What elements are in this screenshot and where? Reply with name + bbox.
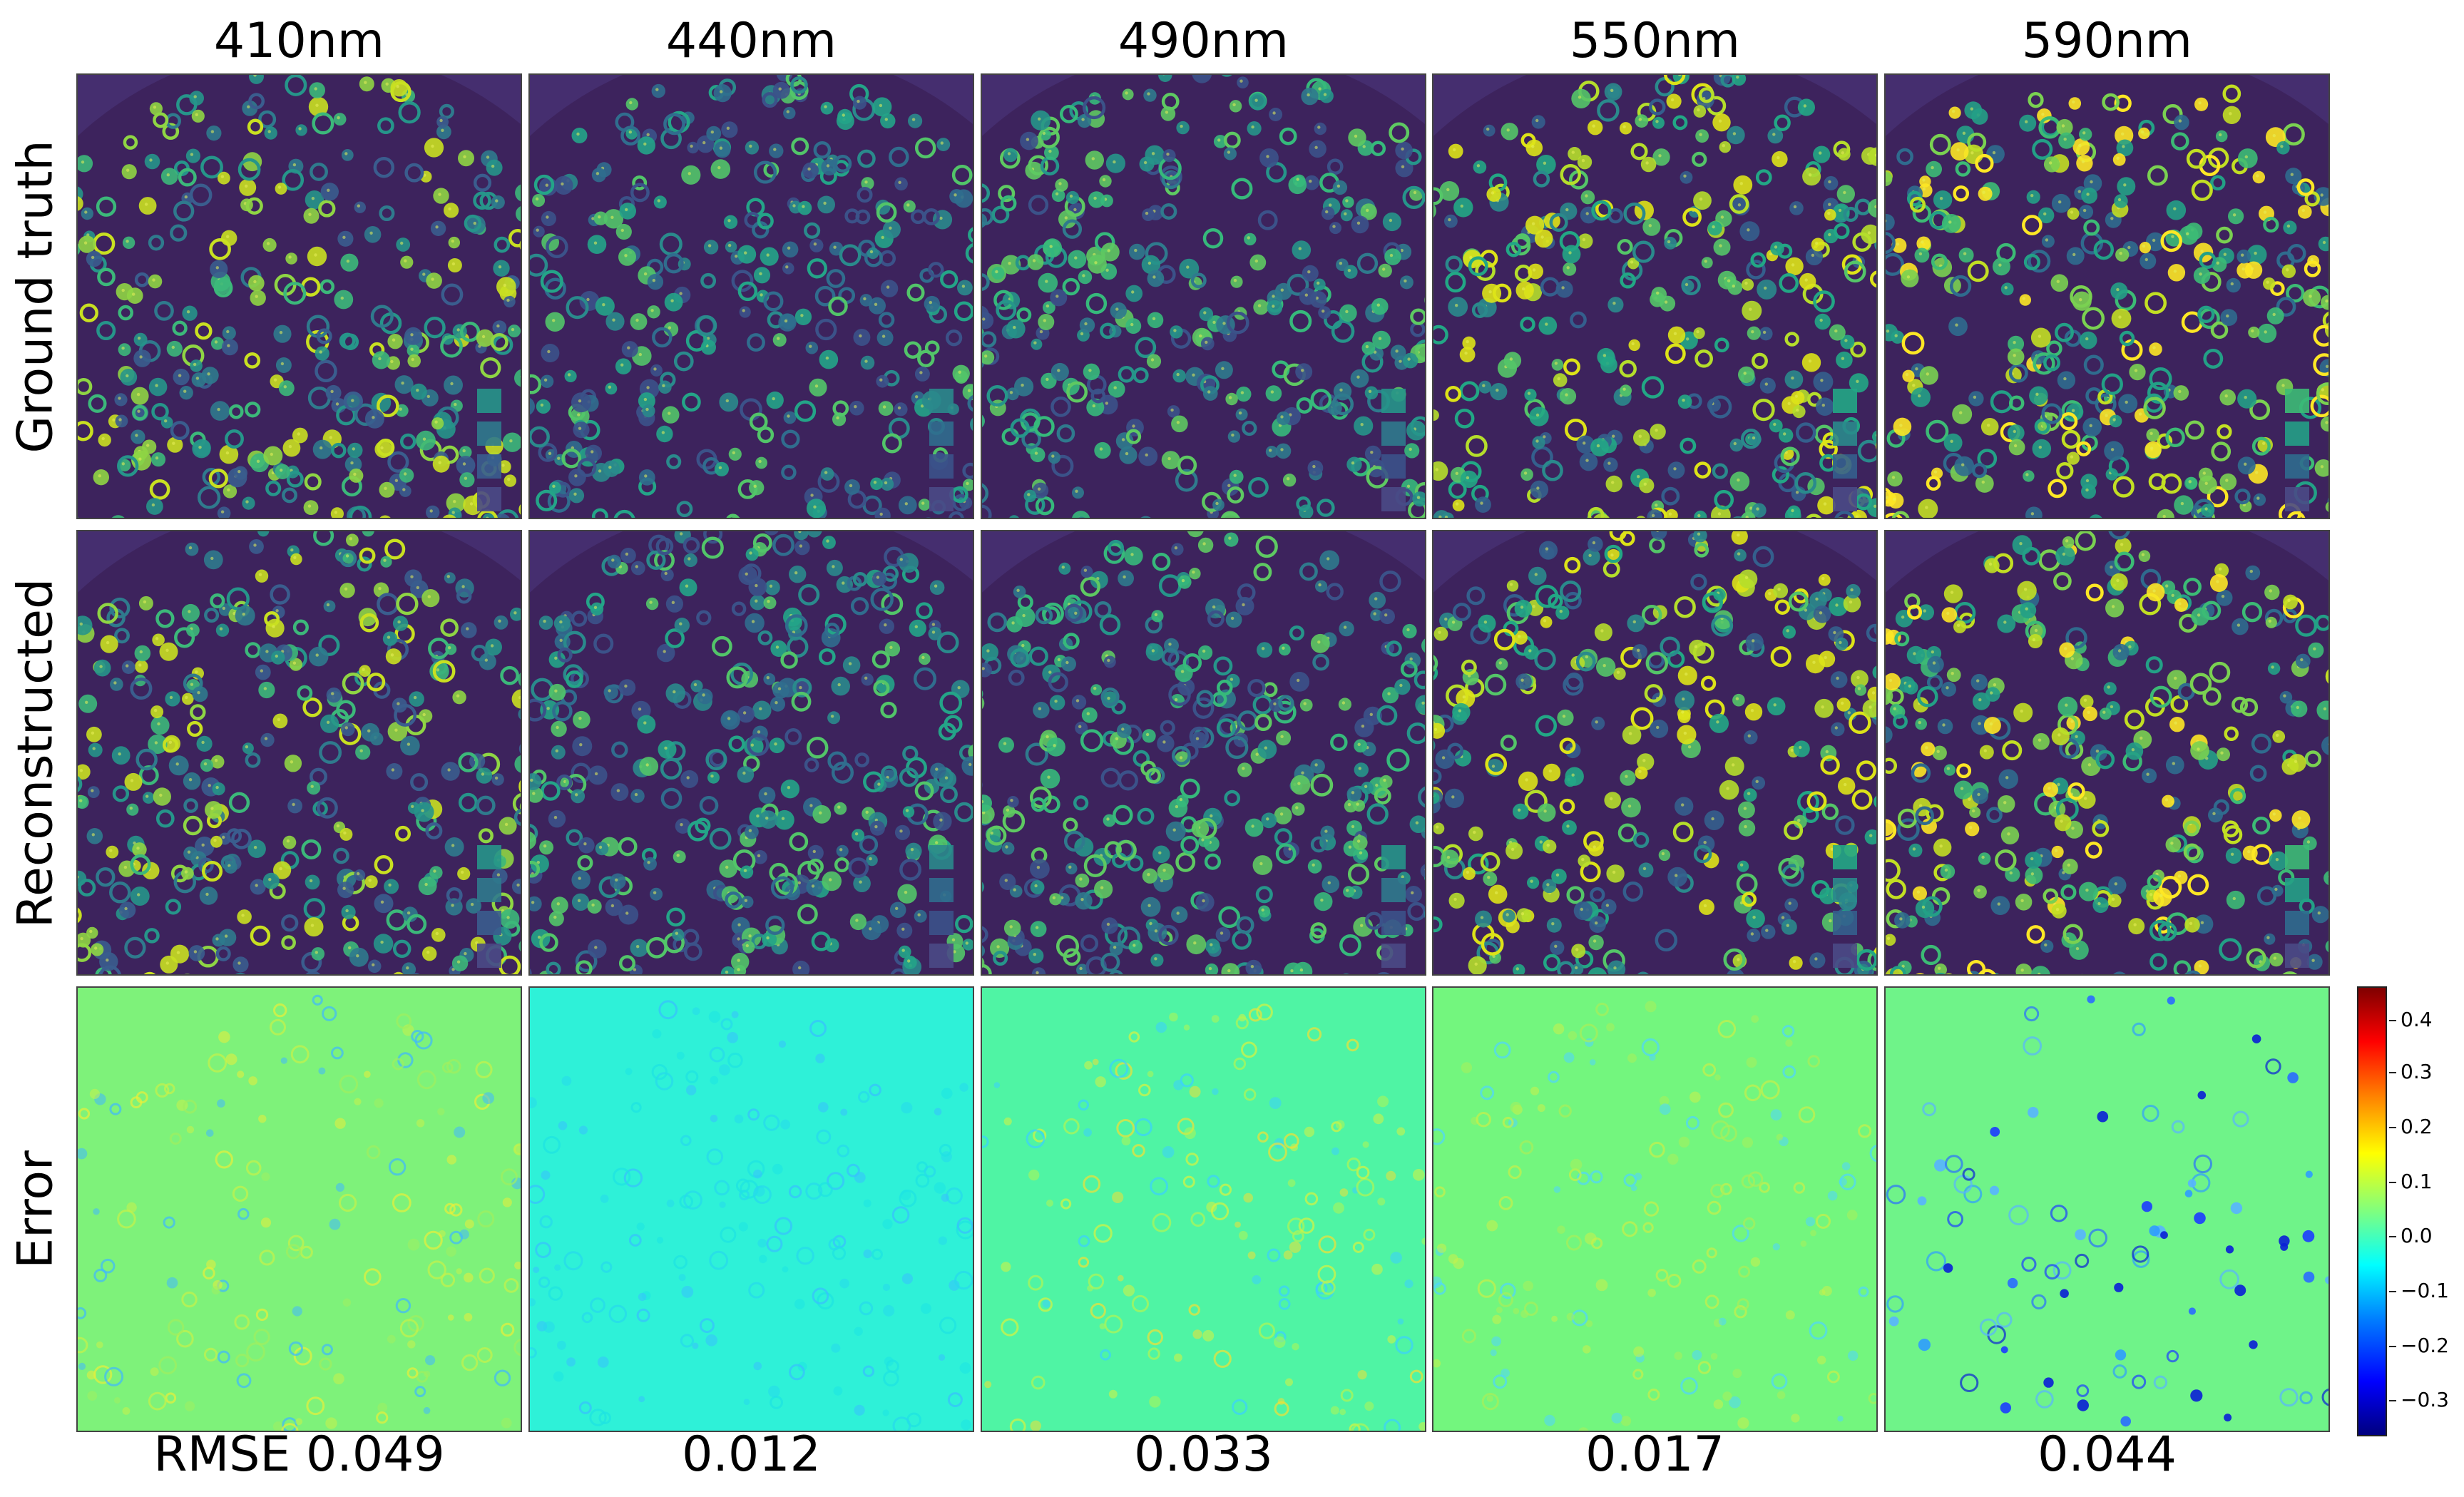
row-label-reconstructed: Reconstructed bbox=[7, 578, 64, 928]
image-panel bbox=[76, 530, 522, 976]
error-colorbar bbox=[2357, 986, 2387, 1436]
rmse-590nm: 0.044 bbox=[2038, 1426, 2177, 1483]
row-label-error: Error bbox=[7, 1150, 64, 1269]
rmse-490nm: 0.033 bbox=[1134, 1426, 1273, 1483]
col-title-490nm: 490nm bbox=[1118, 13, 1289, 69]
image-panel bbox=[1432, 73, 1878, 519]
image-panel bbox=[528, 73, 974, 519]
image-panel bbox=[1432, 986, 1878, 1432]
image-panel bbox=[1432, 530, 1878, 976]
rmse-410nm: RMSE 0.049 bbox=[153, 1426, 445, 1483]
image-panel bbox=[1884, 73, 2330, 519]
image-panel bbox=[981, 986, 1426, 1432]
row-label-ground-truth: Ground truth bbox=[7, 139, 64, 454]
col-title-440nm: 440nm bbox=[665, 13, 837, 69]
image-panel bbox=[76, 986, 522, 1432]
col-title-590nm: 590nm bbox=[2021, 13, 2193, 69]
rmse-550nm: 0.017 bbox=[1585, 1426, 1724, 1483]
image-panel bbox=[1884, 530, 2330, 976]
image-panel bbox=[1884, 986, 2330, 1432]
col-title-410nm: 410nm bbox=[213, 13, 385, 69]
image-panel bbox=[981, 530, 1426, 976]
image-panel bbox=[981, 73, 1426, 519]
col-title-550nm: 550nm bbox=[1569, 13, 1741, 69]
image-panel bbox=[528, 986, 974, 1432]
image-panel bbox=[76, 73, 522, 519]
rmse-440nm: 0.012 bbox=[682, 1426, 821, 1483]
image-panel bbox=[528, 530, 974, 976]
